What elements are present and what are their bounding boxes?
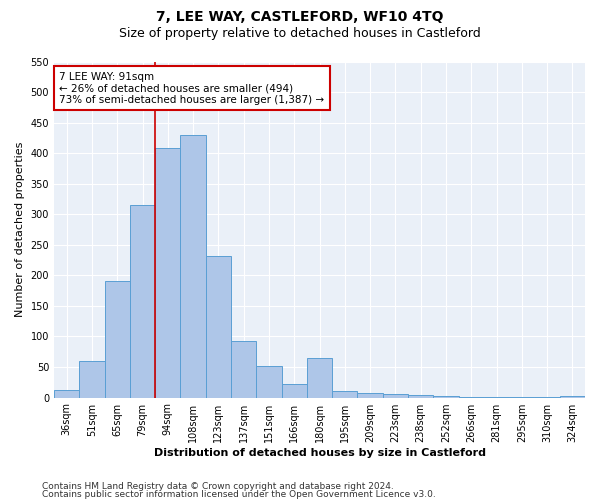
- Bar: [307, 358, 332, 398]
- Bar: [206, 256, 231, 398]
- Text: Contains public sector information licensed under the Open Government Licence v3: Contains public sector information licen…: [42, 490, 436, 499]
- Bar: [130, 205, 155, 398]
- Bar: [433, 396, 458, 398]
- Bar: [231, 342, 256, 398]
- Text: 7 LEE WAY: 91sqm
← 26% of detached houses are smaller (494)
73% of semi-detached: 7 LEE WAY: 91sqm ← 26% of detached house…: [59, 72, 325, 105]
- Y-axis label: Number of detached properties: Number of detached properties: [15, 142, 25, 317]
- Bar: [155, 148, 181, 398]
- Bar: [484, 397, 509, 398]
- Bar: [104, 282, 130, 398]
- Bar: [408, 395, 433, 398]
- Text: Contains HM Land Registry data © Crown copyright and database right 2024.: Contains HM Land Registry data © Crown c…: [42, 482, 394, 491]
- X-axis label: Distribution of detached houses by size in Castleford: Distribution of detached houses by size …: [154, 448, 485, 458]
- Bar: [535, 397, 560, 398]
- Bar: [509, 397, 535, 398]
- Bar: [383, 394, 408, 398]
- Bar: [332, 392, 358, 398]
- Bar: [358, 392, 383, 398]
- Bar: [79, 361, 104, 398]
- Bar: [281, 384, 307, 398]
- Bar: [256, 366, 281, 398]
- Bar: [458, 397, 484, 398]
- Text: Size of property relative to detached houses in Castleford: Size of property relative to detached ho…: [119, 28, 481, 40]
- Bar: [54, 390, 79, 398]
- Bar: [560, 396, 585, 398]
- Bar: [181, 135, 206, 398]
- Text: 7, LEE WAY, CASTLEFORD, WF10 4TQ: 7, LEE WAY, CASTLEFORD, WF10 4TQ: [156, 10, 444, 24]
